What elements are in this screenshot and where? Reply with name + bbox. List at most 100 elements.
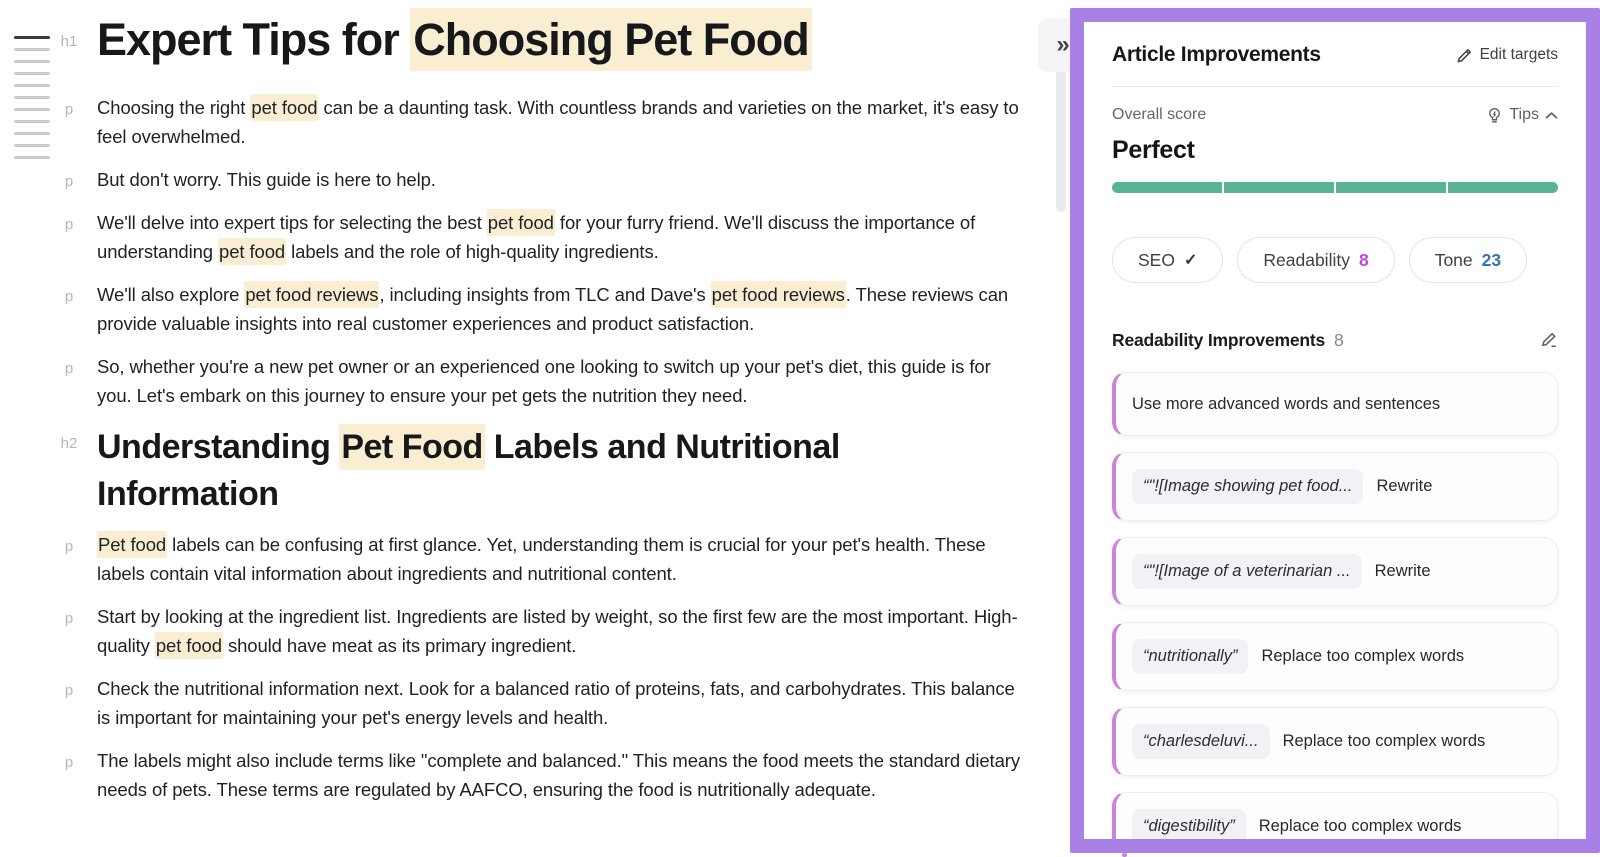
editor-block-p[interactable]: p The labels might also include terms lik… (65, 746, 1030, 804)
panel-title: Article Improvements (1112, 43, 1321, 66)
card-suggestion-text: Use more advanced words and sentences (1132, 394, 1441, 413)
lightbulb-icon (1486, 107, 1503, 124)
block-text: But don't worry. This guide is here to h… (97, 168, 436, 190)
score-progress-bar (1112, 182, 1558, 193)
pill-readability[interactable]: Readability 8 (1237, 237, 1395, 283)
block-type-label: p (64, 681, 74, 699)
tips-toggle[interactable]: Tips (1486, 106, 1558, 124)
overall-score-value: Perfect (1112, 136, 1195, 164)
pencil-icon (1456, 47, 1473, 64)
score-bar-segment (1336, 182, 1446, 193)
editor-scrollbar[interactable] (1056, 60, 1066, 212)
keyword-highlight: pet food (154, 631, 223, 659)
block-type-label: h2 (60, 434, 78, 452)
card-action-label: Replace too complex words (1258, 817, 1462, 835)
minimap-line (14, 120, 50, 123)
chevron-up-icon (1545, 111, 1558, 120)
pill-value: 23 (1481, 249, 1502, 270)
block-type-label: p (64, 537, 74, 555)
block-type-label: p (64, 359, 74, 377)
snippet-chip: “nutritionally” (1132, 639, 1249, 674)
editor-block-p[interactable]: p Check the nutritional information next.… (65, 674, 1030, 732)
improvements-count: 8 (1334, 329, 1344, 350)
block-text: Pet food labels can be confusing at firs… (97, 530, 986, 584)
card-action-label: Replace too complex words (1261, 647, 1465, 665)
card-action-label: Rewrite (1376, 477, 1433, 495)
improvement-card[interactable]: “nutritionally” Replace too complex words (1112, 622, 1558, 691)
pill-seo[interactable]: SEO ✓ (1112, 237, 1224, 283)
divider (1112, 86, 1558, 87)
pill-value: 8 (1358, 249, 1369, 270)
minimap-line (14, 132, 50, 135)
keyword-highlight: Choosing Pet Food (410, 8, 812, 71)
minimap-line (14, 144, 50, 147)
improvement-cards: Use more advanced words and sentences “"!… (1112, 372, 1558, 839)
edit-pencil-icon[interactable] (1540, 331, 1558, 349)
minimap-line (14, 96, 50, 99)
editor-block-p[interactable]: p We'll delve into expert tips for select… (65, 208, 1030, 266)
block-text: We'll delve into expert tips for selecti… (97, 208, 975, 265)
keyword-highlight: pet food reviews (244, 280, 380, 308)
block-text: We'll also explore pet food reviews, inc… (97, 280, 1008, 334)
block-type-label: p (64, 100, 74, 118)
block-text: Expert Tips for Choosing Pet Food (97, 8, 812, 71)
block-type-label: p (64, 287, 74, 305)
block-type-label: h1 (60, 33, 78, 50)
minimap-line (14, 36, 50, 39)
block-text: The labels might also include terms like… (97, 749, 1020, 800)
minimap-line (14, 48, 50, 51)
keyword-highlight: pet food (250, 93, 319, 121)
edit-targets-button[interactable]: Edit targets (1456, 46, 1558, 64)
tips-label: Tips (1509, 106, 1539, 123)
card-action-label: Replace too complex words (1282, 732, 1486, 750)
editor-block-p[interactable]: p Start by looking at the ingredient list… (65, 602, 1030, 660)
improvement-card[interactable]: “"![Image showing pet food... Rewrite (1112, 452, 1558, 521)
score-pills: SEO ✓ Readability 8 Tone 23 (1112, 237, 1558, 283)
minimap-line (14, 156, 50, 159)
card-action-label: Rewrite (1374, 562, 1431, 580)
card-accent (1122, 853, 1127, 857)
block-text: Check the nutritional information next. … (97, 677, 1015, 728)
improvement-card[interactable]: “digestibility” Replace too complex words (1112, 792, 1558, 839)
editor-block-p[interactable]: p So, whether you're a new pet owner or a… (65, 352, 1030, 410)
check-icon: ✓ (1183, 252, 1198, 269)
article-improvements-panel-frame: Article Improvements Edit targets Overal… (1070, 8, 1600, 853)
editor-block-p[interactable]: p Choosing the right pet food can be a da… (65, 93, 1030, 151)
block-text: Start by looking at the ingredient list.… (97, 606, 1018, 659)
double-chevron-right-icon: » (1056, 31, 1070, 58)
editor-block-p[interactable]: p Pet food labels can be confusing at fir… (65, 530, 1030, 588)
improvement-card[interactable]: Use more advanced words and sentences (1112, 372, 1558, 436)
editor-block-h1[interactable]: h1 Expert Tips for Choosing Pet Food (61, 8, 1030, 71)
pill-label: Tone (1434, 249, 1473, 270)
improvement-card[interactable]: “"![Image of a veterinarian ... Rewrite (1112, 537, 1558, 606)
readability-improvements-title: Readability Improvements (1112, 329, 1326, 350)
minimap-line (14, 72, 50, 75)
block-type-label: p (64, 215, 74, 233)
block-type-label: p (64, 609, 74, 627)
block-type-label: p (64, 172, 74, 190)
block-text: So, whether you're a new pet owner or an… (97, 355, 991, 406)
block-text: Choosing the right pet food can be a dau… (97, 93, 1019, 147)
pill-label: Readability (1263, 249, 1350, 270)
minimap-line (14, 108, 50, 111)
keyword-highlight: Pet Food (339, 423, 485, 470)
pill-label: SEO (1138, 249, 1175, 270)
block-text: Understanding Pet Food Labels and Nutrit… (97, 423, 840, 513)
editor-block-p[interactable]: p We'll also explore pet food reviews, in… (65, 280, 1030, 338)
keyword-highlight: pet food reviews (710, 280, 846, 308)
snippet-chip: “digestibility” (1132, 809, 1246, 839)
improvement-card[interactable]: “charlesdeluvi... Replace too complex wor… (1112, 707, 1558, 776)
overall-score-label: Overall score (1112, 106, 1207, 123)
snippet-chip: “"![Image of a veterinarian ... (1132, 554, 1362, 589)
score-bar-segment (1112, 182, 1222, 193)
editor-block-p[interactable]: p But don't worry. This guide is here to … (65, 165, 1030, 194)
snippet-chip: “charlesdeluvi... (1132, 724, 1270, 759)
editor-block-h2[interactable]: h2 Understanding Pet Food Labels and Nutr… (61, 423, 1030, 518)
keyword-highlight: Pet food (97, 530, 168, 558)
keyword-highlight: pet food (486, 208, 555, 236)
pill-tone[interactable]: Tone 23 (1408, 237, 1528, 283)
article-improvements-panel: Article Improvements Edit targets Overal… (1084, 22, 1586, 839)
document-minimap (14, 36, 52, 168)
document[interactable]: h1 Expert Tips for Choosing Pet Food p Choo… (61, 8, 1030, 818)
minimap-line (14, 84, 50, 87)
